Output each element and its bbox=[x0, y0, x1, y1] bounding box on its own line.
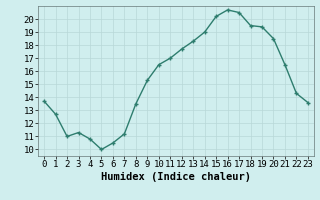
X-axis label: Humidex (Indice chaleur): Humidex (Indice chaleur) bbox=[101, 172, 251, 182]
